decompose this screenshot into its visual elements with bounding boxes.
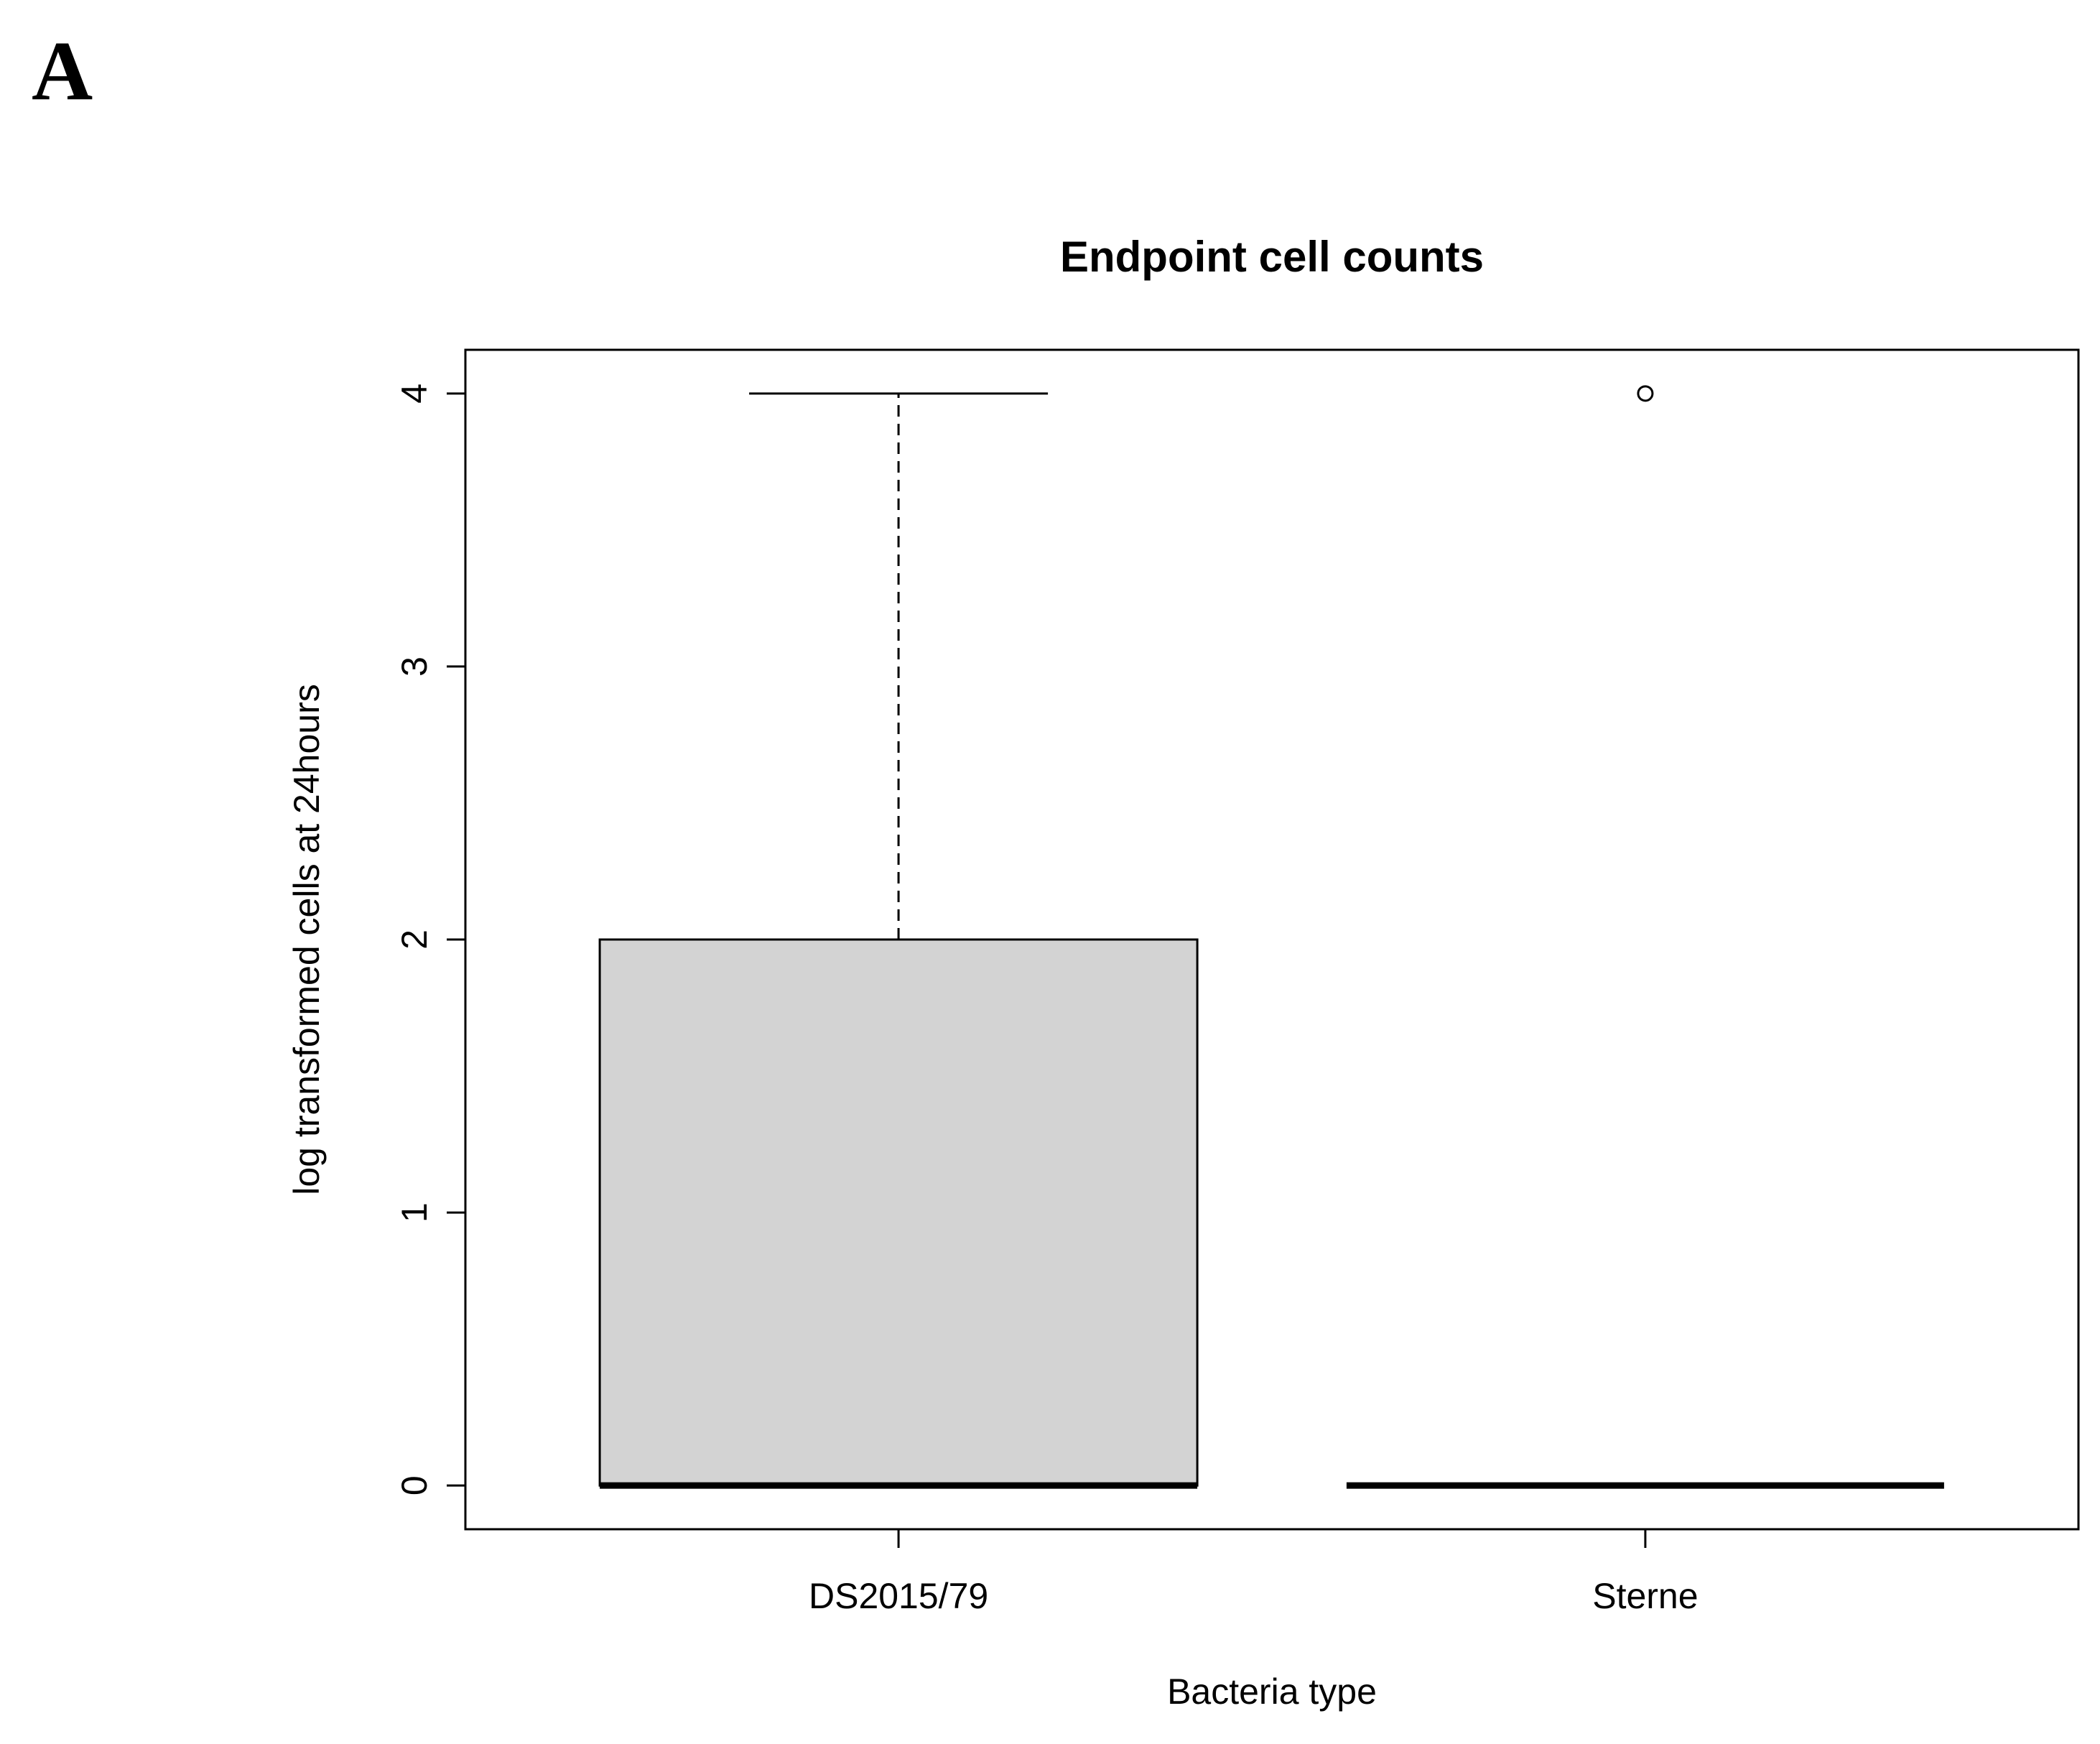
x-axis: DS2015/79 Sterne [809, 1529, 1699, 1616]
y-tick-label: 4 [394, 384, 435, 404]
x-tick-label: Sterne [1592, 1576, 1698, 1616]
box-group [598, 392, 1199, 1489]
boxes-layer [598, 385, 1944, 1489]
outlier-point [1637, 385, 1654, 402]
chart-title: Endpoint cell counts [1060, 233, 1484, 281]
y-tick-label: 2 [394, 929, 435, 950]
y-tick-label: 0 [394, 1475, 435, 1495]
x-axis-label: Bacteria type [1167, 1671, 1377, 1712]
y-tick-label: 1 [394, 1202, 435, 1223]
panel-label: A [32, 24, 93, 118]
box-group [1346, 385, 1944, 1489]
y-axis: 0 1 2 3 4 [394, 384, 465, 1495]
y-tick-label: 3 [394, 657, 435, 677]
x-tick-label: DS2015/79 [809, 1576, 988, 1616]
y-axis-label: log transformed cells at 24hours [287, 684, 327, 1195]
box [598, 938, 1199, 1487]
